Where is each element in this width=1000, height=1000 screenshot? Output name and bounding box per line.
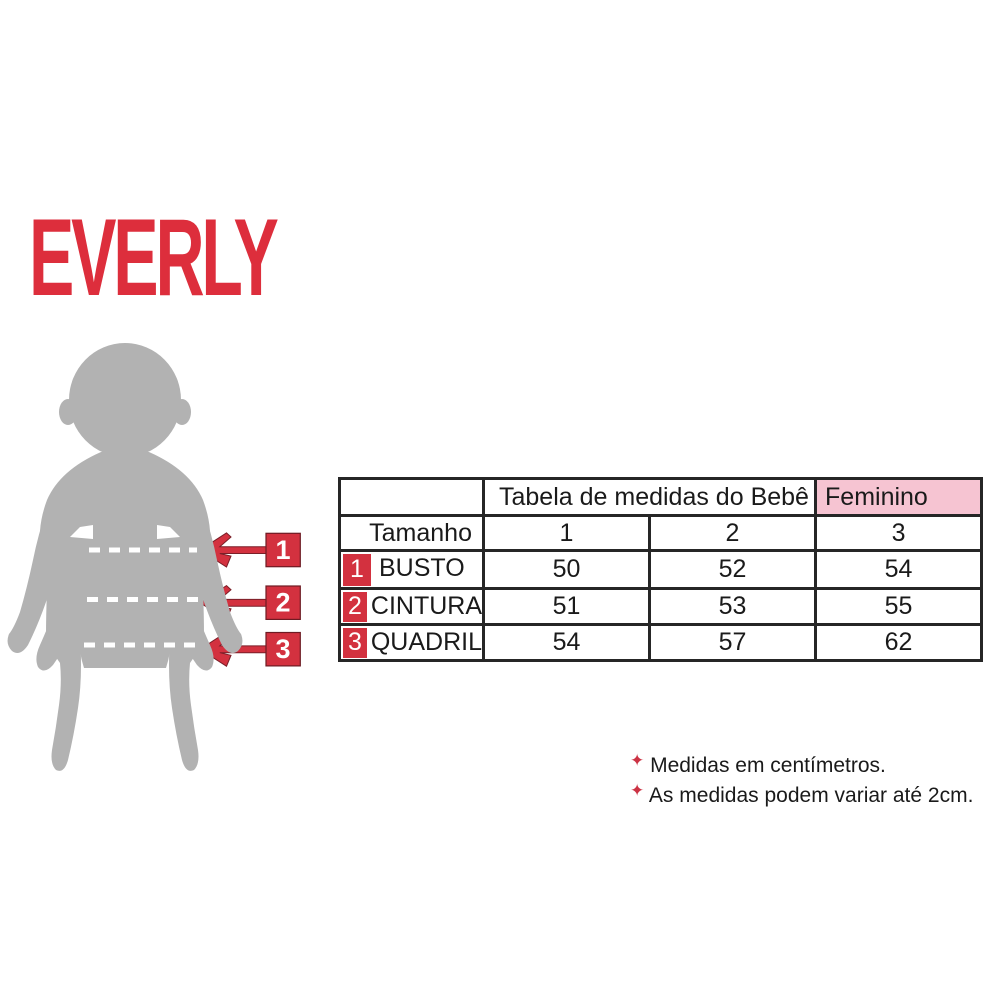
svg-text:1: 1 <box>275 535 290 565</box>
svg-text:3: 3 <box>275 634 290 664</box>
svg-text:2: 2 <box>275 588 290 618</box>
